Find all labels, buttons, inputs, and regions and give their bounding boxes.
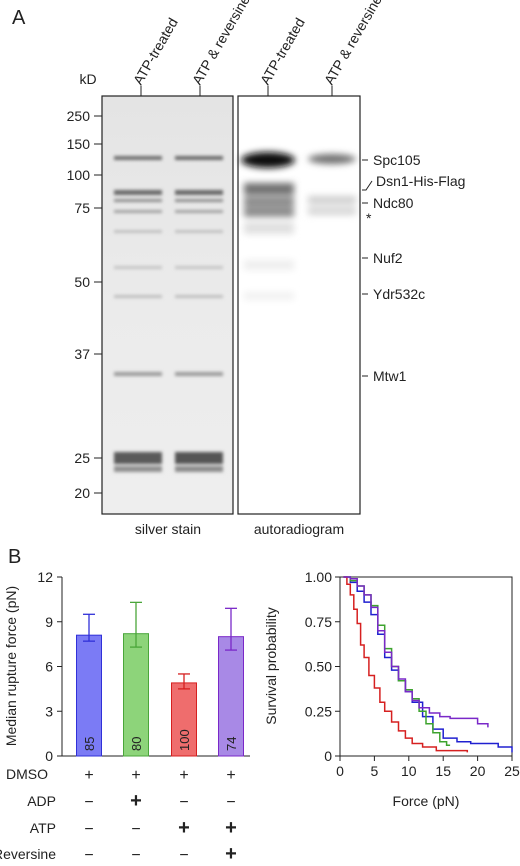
survival-chart-xlabel: Force (pN)	[393, 793, 460, 809]
bar-count-label: 74	[224, 737, 239, 751]
condition-mark: −	[84, 794, 93, 811]
survival-curve	[343, 576, 451, 747]
marker-label: 37	[74, 346, 90, 362]
lane-label: ATP & reversine	[321, 0, 385, 87]
lane-label: ATP-treated	[257, 15, 308, 87]
condition-name: DMSO	[6, 766, 48, 782]
survival-xtick-label: 25	[504, 763, 520, 779]
survival-chart-ylabel: Survival probability	[263, 607, 279, 725]
survival-ytick-label: 0	[324, 748, 332, 764]
bar-chart-ytick-label: 6	[45, 659, 53, 675]
survival-ytick-label: 1.00	[305, 569, 332, 585]
condition-mark: +	[226, 767, 235, 784]
condition-name: ADP	[27, 793, 56, 809]
kd-label: kD	[79, 71, 96, 87]
marker-label: 20	[74, 485, 90, 501]
bar-chart-ylabel: Median rupture force (pN)	[3, 586, 19, 746]
condition-mark: +	[84, 767, 93, 784]
autoradiogram-gel	[237, 95, 361, 515]
protein-label-spc105: Spc105	[373, 152, 421, 168]
protein-label-ndc80: Ndc80	[373, 195, 414, 211]
survival-xtick-label: 10	[401, 763, 417, 779]
bar-count-label: 85	[82, 737, 97, 751]
marker-label: 100	[67, 167, 91, 183]
survival-xtick-label: 5	[371, 763, 379, 779]
condition-mark: −	[131, 847, 140, 864]
bar	[123, 633, 149, 757]
survival-curve	[343, 576, 469, 753]
marker-label: 75	[74, 200, 90, 216]
survival-xtick-label: 0	[336, 763, 344, 779]
marker-label: 50	[74, 274, 90, 290]
survival-ytick-label: 0.25	[305, 703, 332, 719]
protein-label-dsn1: Dsn1-His-Flag	[376, 173, 465, 189]
bar-count-label: 80	[129, 737, 144, 751]
bar-chart: 0 3 6 9 12 85 80 100 74 Median rupture force (p…	[0, 569, 250, 865]
survival-xtick-label: 20	[470, 763, 486, 779]
protein-label-ydr532c: Ydr532c	[373, 286, 425, 302]
marker-label: 250	[67, 108, 91, 124]
survival-curve	[343, 576, 489, 728]
marker-ticks	[94, 115, 102, 494]
bar-count-label: 100	[177, 729, 192, 751]
protein-label-asterisk: *	[366, 210, 372, 226]
bar-chart-ytick-label: 3	[45, 703, 53, 719]
survival-chart: 0 5 10 15 20 25 0 0.25 0.50 0.75 1.00 Force (pN) S…	[263, 569, 520, 809]
condition-mark: +	[131, 767, 140, 784]
gel-label-silver: silver stain	[135, 521, 201, 537]
condition-mark: −	[179, 794, 188, 811]
condition-mark: +	[130, 790, 142, 812]
condition-mark: −	[179, 847, 188, 864]
protein-label-mtw1: Mtw1	[373, 368, 407, 384]
bar	[218, 636, 244, 757]
marker-label: 25	[74, 450, 90, 466]
survival-xtick-label: 15	[435, 763, 451, 779]
bar-chart-ytick-label: 0	[45, 748, 53, 764]
silver-stain-gel	[101, 95, 234, 515]
lane-ticks	[140, 86, 333, 96]
lane-label: ATP-treated	[130, 15, 181, 87]
condition-mark: −	[131, 821, 140, 838]
marker-label: 150	[67, 136, 91, 152]
lane-label: ATP & reversine	[189, 0, 253, 87]
condition-mark: +	[225, 817, 237, 839]
condition-mark: +	[178, 817, 190, 839]
survival-ytick-label: 0.50	[305, 659, 332, 675]
protein-label-nuf2: Nuf2	[373, 250, 403, 266]
condition-mark: +	[179, 767, 188, 784]
condition-name: ATP	[30, 820, 56, 836]
bar-chart-ytick-label: 9	[45, 614, 53, 630]
condition-mark: −	[226, 794, 235, 811]
protein-label-leaders	[362, 159, 373, 377]
condition-name: Reversine	[0, 846, 56, 862]
condition-mark: −	[84, 847, 93, 864]
panel-a-letter: A	[12, 7, 26, 29]
panel-b-letter: B	[8, 546, 21, 568]
bar-chart-ytick-label: 12	[37, 569, 53, 585]
condition-mark: −	[84, 821, 93, 838]
survival-ytick-label: 0.75	[305, 614, 332, 630]
survival-chart-frame	[339, 576, 513, 757]
bar	[171, 682, 197, 757]
condition-mark: +	[225, 843, 237, 865]
gel-label-autoradiogram: autoradiogram	[254, 521, 344, 537]
